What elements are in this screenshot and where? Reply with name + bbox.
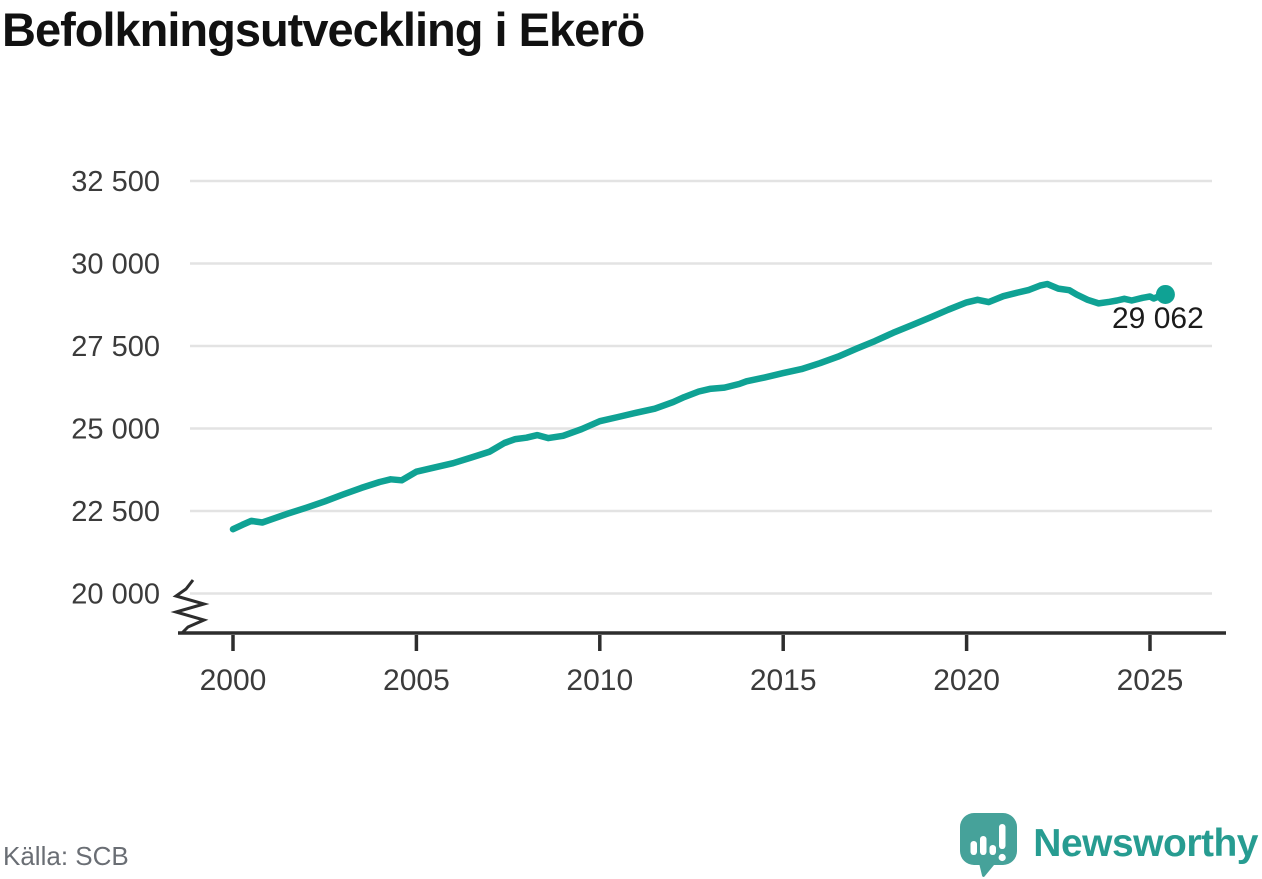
mini-bar-chart-glyph	[970, 823, 1007, 861]
newsworthy-bubble-chart-icon	[960, 812, 1018, 877]
y-tick-label: 22 500	[71, 496, 160, 528]
y-tick-label: 32 500	[71, 166, 160, 198]
y-tick-label: 30 000	[71, 249, 160, 281]
x-tick-label: 2020	[933, 664, 1000, 697]
x-tick-label: 2000	[200, 664, 267, 697]
x-tick-label: 2010	[566, 664, 633, 697]
population-line	[229, 280, 1169, 533]
chart-title: Befolkningsutveckling i Ekerö	[2, 3, 645, 56]
newsworthy-logo: Newsworthy	[958, 810, 1258, 878]
y-tick-label: 20 000	[71, 579, 160, 611]
brand-wordmark: Newsworthy	[1033, 822, 1258, 865]
y-tick-label: 27 500	[71, 331, 160, 363]
x-tick-label: 2005	[383, 664, 450, 697]
x-tick-label: 2015	[750, 664, 817, 697]
speech-bubble-shape	[960, 812, 1018, 877]
end-value-label: 29 062	[1112, 302, 1204, 335]
end-point-dot	[1155, 284, 1175, 304]
population-line-chart: 20 000 22 500 25 000 27 500 30 000 32 500 2000…	[71, 166, 1226, 697]
y-tick-label: 25 000	[71, 414, 160, 446]
x-tick-label: 2025	[1117, 664, 1184, 697]
exclamation-bar	[999, 823, 1006, 849]
exclamation-dot	[998, 853, 1007, 861]
source-credit: Källa: SCB	[3, 841, 129, 871]
axis-break-zigzag	[170, 579, 210, 635]
